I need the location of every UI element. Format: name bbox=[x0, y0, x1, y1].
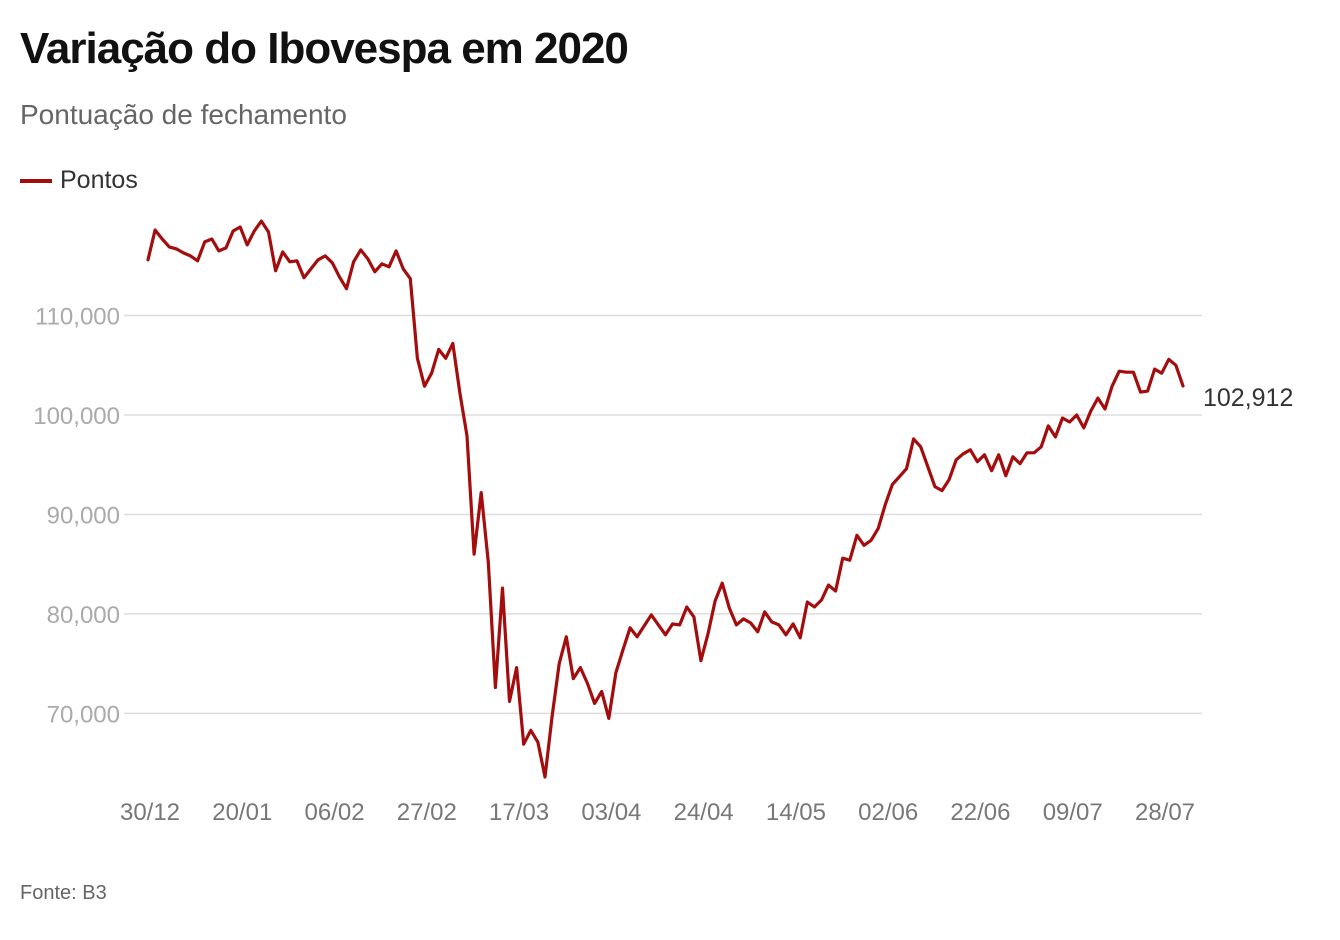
x-tick-label: 09/07 bbox=[1043, 799, 1103, 826]
legend-label-pontos: Pontos bbox=[60, 166, 138, 194]
grid-lines bbox=[124, 314, 1202, 715]
legend: Pontos bbox=[20, 166, 138, 195]
y-tick-label: 110,000 bbox=[35, 304, 120, 331]
x-tick-label: 30/12 bbox=[120, 799, 180, 826]
x-tick-label: 06/02 bbox=[305, 799, 365, 826]
y-tick-label: 100,000 bbox=[33, 403, 120, 430]
y-tick-label: 90,000 bbox=[47, 502, 120, 529]
x-tick-label: 20/01 bbox=[212, 799, 272, 826]
x-axis-ticks: 30/12 20/01 06/02 27/02 17/03 03/04 24/04 14/05… bbox=[120, 799, 1195, 826]
legend-swatch-pontos bbox=[20, 178, 52, 183]
x-tick-label: 02/06 bbox=[858, 799, 918, 826]
x-tick-label: 03/04 bbox=[581, 799, 641, 826]
x-tick-label: 22/06 bbox=[950, 799, 1010, 826]
line-chart: 70,000 80,000 90,000 100,000 110,000 30/12 20… bbox=[33, 219, 1293, 826]
series-line-pontos bbox=[146, 219, 1185, 779]
y-tick-label: 70,000 bbox=[47, 701, 120, 728]
source-note: Fonte: B3 bbox=[20, 882, 107, 904]
chart-subtitle: Pontuação de fechamento bbox=[20, 99, 347, 130]
end-value-label: 102,912 bbox=[1203, 384, 1293, 412]
y-axis-ticks: 70,000 80,000 90,000 100,000 110,000 bbox=[33, 304, 120, 729]
x-tick-label: 28/07 bbox=[1135, 799, 1195, 826]
x-tick-label: 27/02 bbox=[397, 799, 457, 826]
x-tick-label: 14/05 bbox=[766, 799, 826, 826]
chart-title: Variação do Ibovespa em 2020 bbox=[20, 24, 629, 73]
y-tick-label: 80,000 bbox=[47, 602, 120, 629]
x-tick-label: 24/04 bbox=[674, 799, 734, 826]
x-tick-label: 17/03 bbox=[489, 799, 549, 826]
series-group bbox=[146, 219, 1185, 779]
